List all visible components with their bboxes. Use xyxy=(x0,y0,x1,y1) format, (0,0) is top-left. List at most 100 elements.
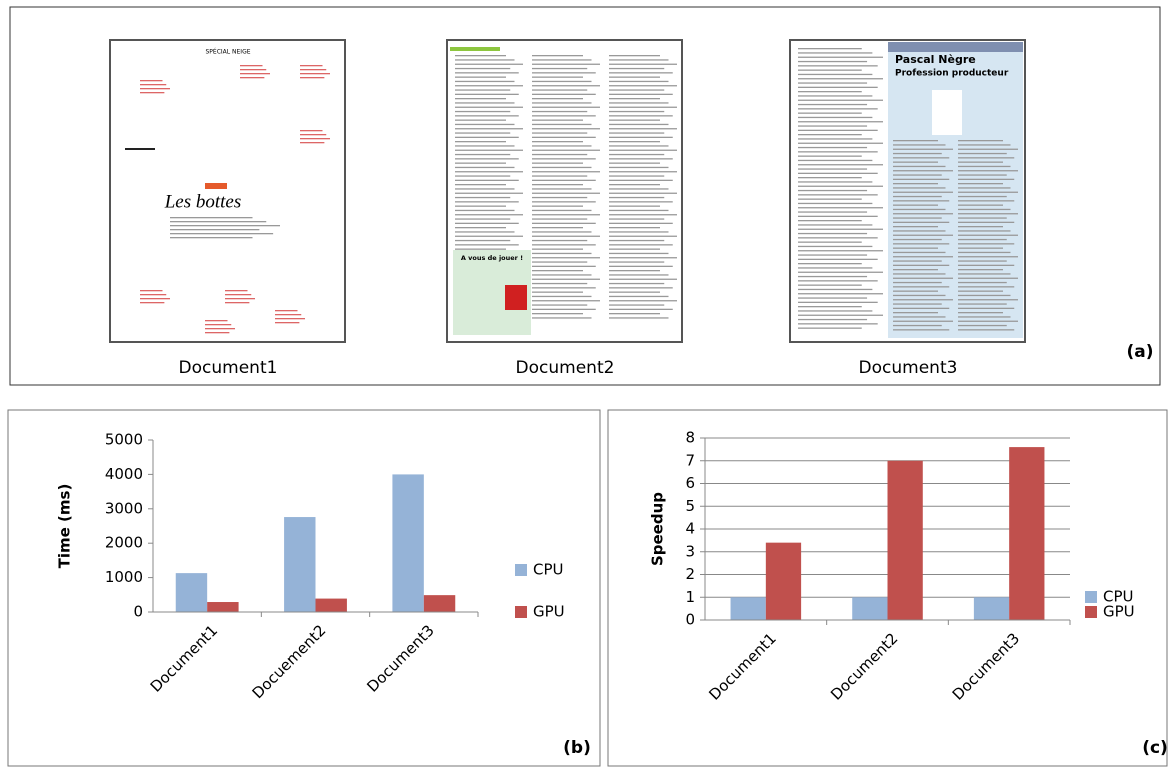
text-line xyxy=(532,196,588,199)
text-line xyxy=(609,291,660,293)
text-line xyxy=(798,60,868,63)
text-line xyxy=(455,106,523,108)
text-line xyxy=(893,144,946,146)
text-line xyxy=(455,244,519,246)
text-line xyxy=(609,270,660,272)
text-line xyxy=(609,317,669,319)
text-line xyxy=(798,288,873,291)
text-line xyxy=(893,183,938,185)
text-line xyxy=(958,303,1007,305)
y-tick-label: 4 xyxy=(685,520,695,538)
text-line xyxy=(798,172,878,174)
text-line xyxy=(532,132,588,134)
text-line xyxy=(609,227,660,229)
bar xyxy=(852,597,888,620)
text-line xyxy=(532,239,588,242)
text-line xyxy=(893,260,942,262)
text-line xyxy=(455,153,511,156)
text-line xyxy=(609,80,669,83)
text-line xyxy=(798,138,873,140)
text-line xyxy=(455,209,515,212)
text-line xyxy=(532,317,592,319)
y-tick-label: 0 xyxy=(685,611,695,629)
text-line xyxy=(140,294,167,296)
text-line xyxy=(893,165,946,168)
text-line xyxy=(958,316,1011,318)
text-line xyxy=(609,252,669,255)
text-line xyxy=(958,260,1007,262)
text-line xyxy=(609,222,673,224)
text-line xyxy=(893,195,942,198)
text-line xyxy=(609,192,677,194)
text-line xyxy=(609,235,677,237)
bar xyxy=(1009,447,1045,620)
text-line xyxy=(798,271,883,273)
text-line xyxy=(532,115,596,117)
text-line xyxy=(798,155,862,157)
text-line xyxy=(275,322,300,324)
text-line xyxy=(532,106,600,108)
text-line xyxy=(958,307,1015,309)
text-line xyxy=(958,157,1015,159)
text-line xyxy=(170,217,253,219)
text-line xyxy=(958,294,1011,297)
text-line xyxy=(958,174,1007,176)
text-line xyxy=(798,116,873,119)
text-line xyxy=(798,323,878,325)
text-line xyxy=(798,146,868,149)
y-tick-label: 2 xyxy=(685,565,695,583)
y-axis-label: Speedup xyxy=(649,492,667,566)
legend-label: CPU xyxy=(1103,588,1134,606)
text-line xyxy=(958,170,1018,172)
text-line xyxy=(455,98,506,100)
text-line xyxy=(609,248,660,250)
text-line xyxy=(275,310,298,312)
text-line xyxy=(958,195,1007,198)
text-line xyxy=(798,306,862,308)
text-line xyxy=(798,108,878,110)
text-line xyxy=(455,196,511,199)
text-line xyxy=(798,297,868,299)
text-line xyxy=(300,142,325,144)
text-line xyxy=(798,125,868,127)
text-line xyxy=(893,286,950,288)
text-line xyxy=(609,209,669,212)
legend-swatch xyxy=(1085,591,1097,603)
y-tick-label: 1000 xyxy=(105,568,143,586)
text-line xyxy=(455,222,519,224)
text-line xyxy=(893,204,938,206)
text-line xyxy=(140,80,163,82)
text-line xyxy=(958,243,1015,245)
text-line xyxy=(532,72,596,74)
text-line xyxy=(893,251,946,254)
text-line xyxy=(532,98,583,100)
text-line xyxy=(893,320,953,322)
text-line xyxy=(532,119,583,121)
text-line xyxy=(532,270,583,272)
text-line xyxy=(893,307,950,309)
text-line xyxy=(532,89,588,91)
text-line xyxy=(609,184,660,186)
thumb-text: SPÉCIAL NEIGE xyxy=(205,48,250,56)
text-line xyxy=(893,200,950,202)
legend-label: CPU xyxy=(533,561,564,579)
text-line xyxy=(609,93,673,95)
text-line xyxy=(798,86,878,88)
text-line xyxy=(532,248,583,250)
bar xyxy=(207,602,239,612)
text-line xyxy=(798,267,873,269)
text-line xyxy=(798,73,873,76)
text-line xyxy=(609,295,669,298)
text-line xyxy=(798,310,873,312)
text-line xyxy=(609,257,677,259)
text-line xyxy=(958,320,1018,322)
text-line xyxy=(798,280,878,282)
text-line xyxy=(609,300,677,302)
text-line xyxy=(893,161,938,163)
text-line xyxy=(958,312,1003,314)
text-line xyxy=(893,230,946,232)
text-line xyxy=(893,234,953,236)
text-line xyxy=(609,166,669,169)
text-line xyxy=(609,149,677,151)
